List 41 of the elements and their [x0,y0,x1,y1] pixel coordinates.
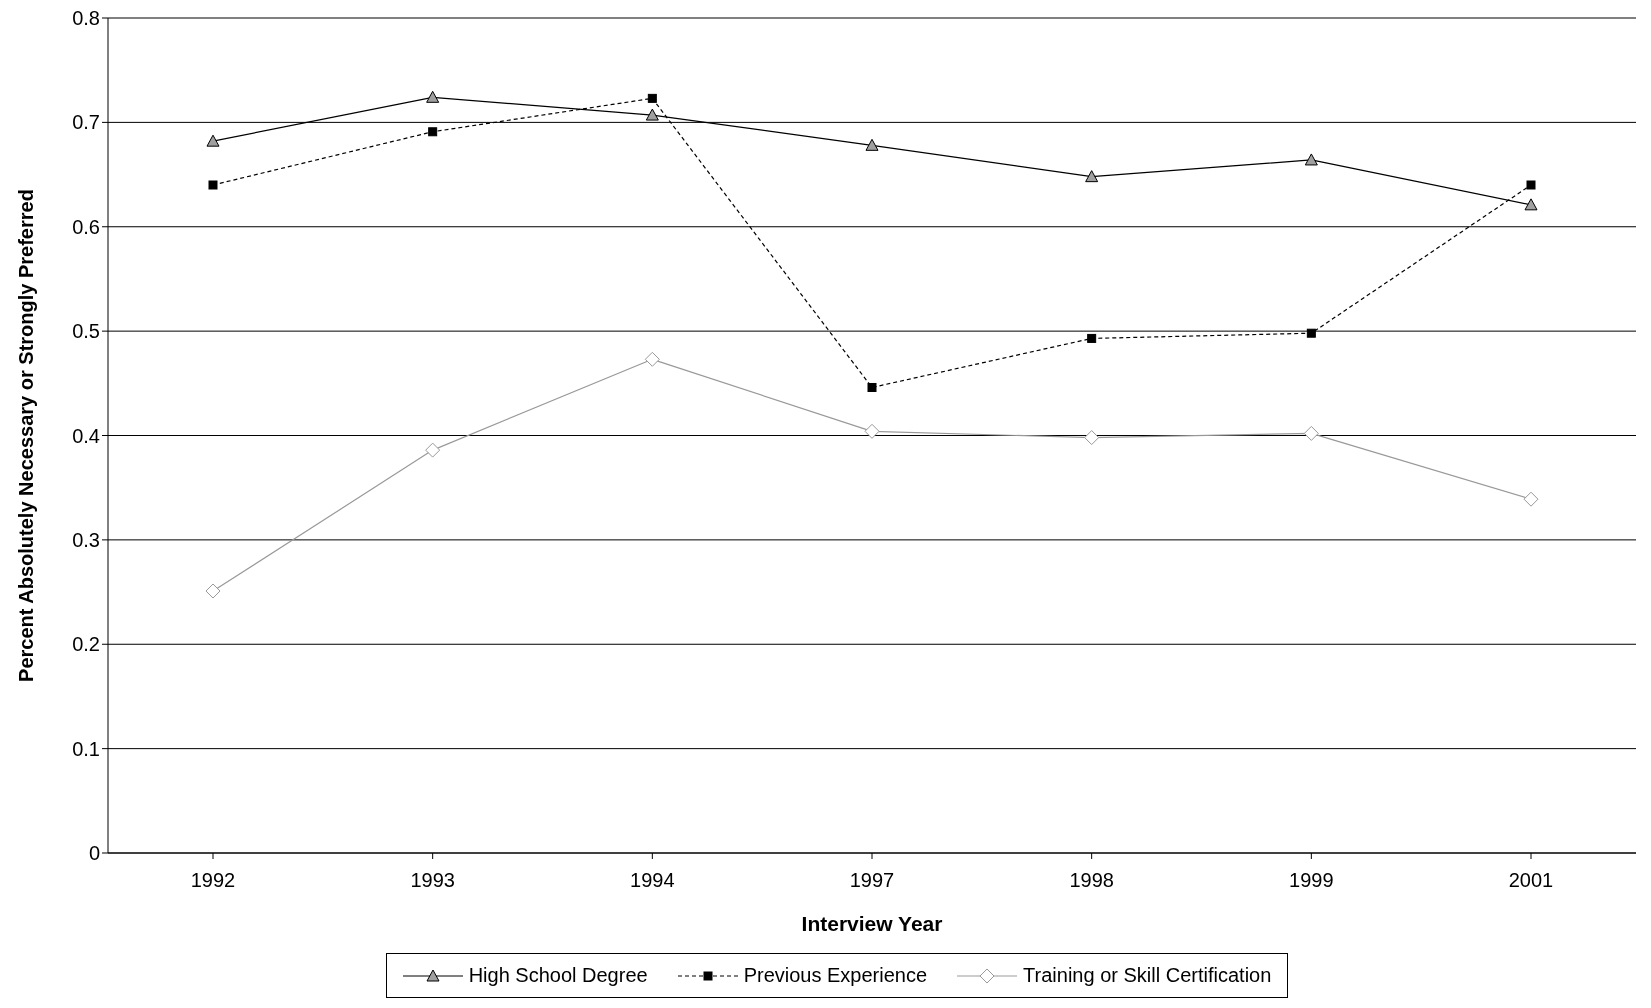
point [1306,328,1316,338]
point [428,127,438,137]
point [1526,180,1536,190]
x-tick-label: 1997 [849,869,895,892]
point [645,108,659,121]
y-tick-label: 0.2 [72,633,100,656]
point [1303,425,1319,441]
y-tick-label: 0.6 [72,215,100,238]
x-tick-label: 2001 [1508,869,1554,892]
y-tick-label: 0.4 [72,424,100,447]
point [864,423,880,439]
legend-label: Previous Experience [742,964,928,987]
point [865,138,879,151]
x-tick-label: 1993 [410,869,455,892]
y-tick-label: 0.5 [72,320,100,343]
point [1523,491,1539,507]
x-tick-label: 1998 [1069,869,1114,892]
point [206,134,220,147]
y-tick-label: 0.8 [72,7,100,30]
point [867,382,877,392]
point [1087,333,1097,343]
x-axis-title: Interview Year [801,912,943,935]
y-tick-label: 0.3 [72,528,100,551]
point [1524,198,1538,211]
point [1304,153,1318,166]
y-tick-label: 0 [88,842,100,865]
legend-label: High School Degree [467,964,648,987]
y-tick-label: 0.1 [72,737,100,760]
y-axis-title: Percent Absolutely Necessary or Strongly Preferred [15,189,38,682]
point [1084,430,1100,446]
point [425,442,441,458]
point [647,93,657,103]
legend-label: Training or Skill Certification [1022,964,1272,987]
x-tick-label: 1994 [630,869,675,892]
point [426,90,440,103]
x-tick-label: 1999 [1289,869,1334,892]
x-tick-label: 1992 [190,869,236,892]
point [208,180,218,190]
y-tick-label: 0.7 [72,111,100,134]
point [1085,170,1099,183]
point [644,351,660,367]
